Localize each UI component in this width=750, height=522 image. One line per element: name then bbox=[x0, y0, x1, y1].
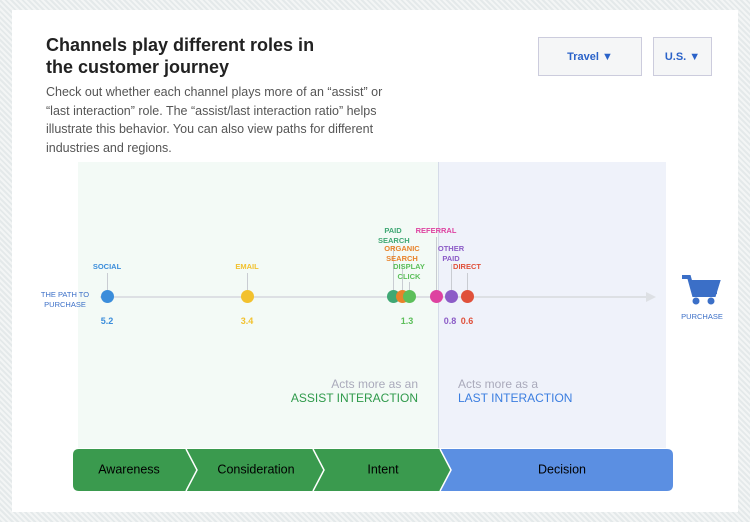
ratio-label: 0.6 bbox=[460, 316, 474, 326]
channel-dot bbox=[402, 290, 416, 303]
channel-stem bbox=[247, 273, 248, 290]
channel-dot bbox=[444, 290, 458, 303]
description: Check out whether each channel plays mor… bbox=[46, 85, 383, 155]
ratio-label: 0.8 bbox=[443, 316, 457, 326]
assist-line1: Acts more as an bbox=[331, 377, 418, 391]
ratio-label: 1.3 bbox=[400, 316, 414, 326]
assist-zone bbox=[78, 162, 438, 448]
channel-stem bbox=[402, 264, 403, 290]
channel-stem bbox=[409, 282, 410, 290]
stage-label: Awareness bbox=[98, 462, 160, 476]
channel-label: REFERRAL bbox=[415, 226, 457, 235]
channel-label: DIRECT bbox=[453, 262, 481, 271]
ratio-label: 5.2 bbox=[100, 316, 114, 326]
cart-icon bbox=[682, 275, 721, 305]
channel-stem bbox=[393, 246, 394, 290]
channel-stem bbox=[451, 264, 452, 290]
stage-bar: Awareness Consideration Intent Decision bbox=[73, 449, 673, 491]
end-label: PURCHASE bbox=[681, 312, 723, 321]
stage-label: Intent bbox=[367, 462, 399, 476]
last-line1: Acts more as a bbox=[458, 377, 539, 391]
channel-dot bbox=[240, 290, 254, 303]
channel-label: OTHER PAID bbox=[437, 244, 465, 263]
channel-dot bbox=[460, 290, 474, 303]
path-axis bbox=[100, 296, 646, 298]
channel-label: PAID SEARCH bbox=[378, 226, 410, 245]
channel-stem bbox=[467, 273, 468, 290]
channel-label: SOCIAL bbox=[92, 262, 122, 271]
last-zone bbox=[438, 162, 666, 448]
channel-label: EMAIL bbox=[235, 262, 259, 271]
last-line2: LAST INTERACTION bbox=[458, 391, 573, 405]
ratio-label: 3.4 bbox=[240, 316, 254, 326]
industry-filter[interactable]: Travel ▼ bbox=[538, 37, 642, 76]
region-filter[interactable]: U.S. ▼ bbox=[653, 37, 712, 76]
channel-stem bbox=[107, 273, 108, 290]
assist-line2: ASSIST INTERACTION bbox=[290, 391, 418, 405]
channel-label: ORGANIC SEARCH bbox=[384, 244, 420, 263]
title: Channels play different roles in the cus… bbox=[46, 35, 315, 77]
channel-label: DISPLAY CLICK bbox=[393, 262, 425, 281]
stage-label: Decision bbox=[538, 462, 586, 476]
path-label: THE PATH TO PURCHASE bbox=[40, 290, 90, 309]
channel-stem bbox=[436, 237, 437, 290]
channel-dot bbox=[100, 290, 114, 303]
channel-dot bbox=[429, 290, 443, 303]
path-arrow bbox=[646, 292, 656, 302]
stage-label: Consideration bbox=[217, 462, 294, 476]
